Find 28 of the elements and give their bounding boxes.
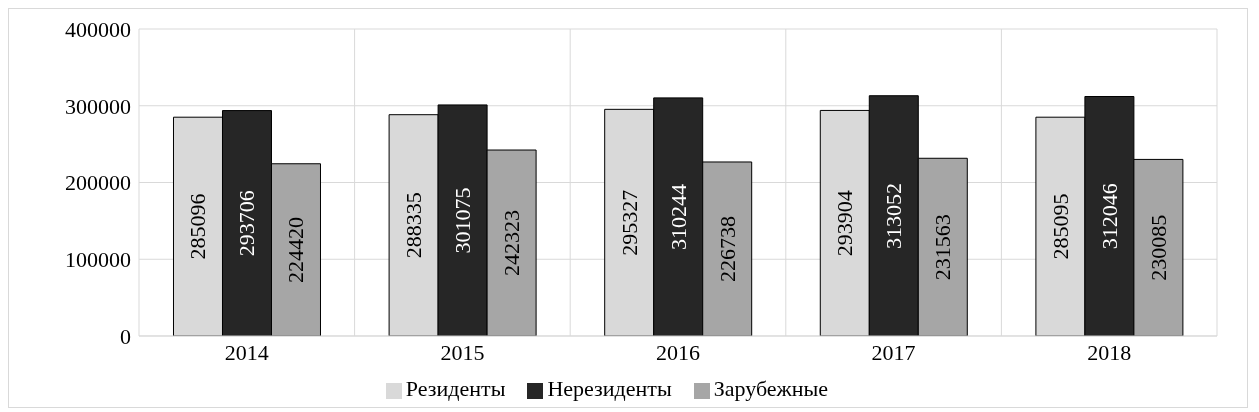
y-tick-label: 300000 — [65, 93, 131, 119]
x-tick-label: 2018 — [1087, 339, 1132, 365]
y-tick-label: 200000 — [65, 170, 131, 196]
x-tick-label: 2014 — [224, 339, 269, 365]
legend-label: Резиденты — [405, 376, 506, 401]
x-tick-label: 2017 — [871, 339, 916, 365]
data-label: 310244 — [665, 183, 691, 250]
legend-label: Зарубежные — [713, 376, 829, 401]
data-label: 312046 — [1096, 183, 1122, 250]
data-label: 230085 — [1145, 214, 1171, 281]
legend-label: Нерезиденты — [547, 376, 672, 401]
data-label: 293904 — [832, 190, 858, 257]
data-label: 285095 — [1047, 193, 1073, 260]
data-label: 313052 — [881, 182, 907, 249]
y-tick-label: 400000 — [65, 16, 131, 42]
data-label: 285096 — [185, 193, 211, 260]
data-label: 242323 — [499, 210, 525, 277]
x-tick-label: 2015 — [440, 339, 485, 365]
data-label: 224420 — [283, 216, 309, 283]
data-label: 226738 — [714, 215, 740, 282]
y-tick-label: 0 — [120, 323, 131, 349]
data-label: 301075 — [450, 187, 476, 254]
data-label: 293706 — [234, 190, 260, 257]
y-tick-label: 100000 — [65, 247, 131, 273]
data-label: 231563 — [930, 214, 956, 281]
data-label: 288335 — [401, 192, 427, 259]
x-tick-label: 2016 — [656, 339, 700, 365]
data-label: 295327 — [616, 189, 642, 256]
